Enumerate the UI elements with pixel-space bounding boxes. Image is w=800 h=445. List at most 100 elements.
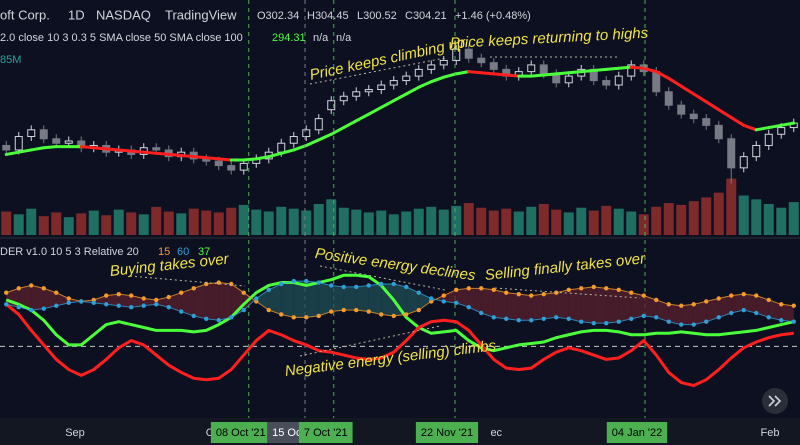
candle-body [377,84,386,91]
volume-bar [76,213,87,235]
ohlc: L300.52 [357,10,397,22]
dot [504,316,509,321]
marker-box [415,422,479,443]
band-fill [306,281,319,318]
ma-segment [292,143,308,152]
candle-body [352,91,361,97]
candle-body [527,64,536,73]
candle-body [714,124,723,140]
dot [391,313,396,319]
candle-body [652,71,661,93]
band-fill [693,301,707,325]
dotted-line [6,280,794,326]
dot [654,297,659,303]
volume-bar [188,208,199,235]
dot [354,307,359,313]
scroll-icon[interactable] [768,395,782,407]
dot [41,286,46,291]
candle-body [152,147,161,151]
band-fill [393,284,407,316]
candle-body [402,75,411,82]
ma-segment [742,123,758,132]
dot [341,307,346,313]
volume-bar [651,206,662,235]
interval: 1D [68,7,85,22]
dot [341,284,346,290]
band-fill [293,281,307,318]
volume-bar [313,203,324,235]
dot [229,315,234,320]
scroll-button[interactable] [762,388,788,414]
dot [216,318,221,323]
candle-body [364,89,373,93]
dot [229,281,234,287]
x-tick-label: O [206,427,215,439]
dot [479,310,484,316]
ma-segment [529,73,546,78]
candle-body [289,136,298,144]
volume-bar [251,209,262,235]
marker-text: 7 Oct '21 [304,427,348,439]
annotation-pointer [299,325,441,357]
dot [729,310,734,316]
candle-body [489,62,498,70]
candle-body [339,95,348,102]
volume-bar [426,206,437,235]
dot [279,281,284,287]
ma-segment [717,108,733,119]
band-fill [568,288,582,322]
dot [704,319,709,324]
x-tick-label: Feb [761,427,780,439]
candle-body [477,57,486,64]
volume-bar [63,217,74,235]
study-na: n/a [313,32,329,44]
dot [129,305,134,310]
ma-segment [279,148,296,155]
band-fill [131,295,144,308]
volume-label: 85M [0,54,21,66]
dot [4,290,9,295]
change: +1.46 (+0.48%) [455,10,531,22]
dot [529,293,534,298]
dot [704,299,709,304]
ma-segment [442,72,458,79]
ma-segment [629,65,646,70]
volume-bar [163,211,174,235]
band-fill [493,289,507,319]
band-fill [706,298,719,322]
volume-bar [238,204,249,235]
band-fill [768,299,782,321]
ma-segment [129,149,146,154]
dot [254,296,259,301]
volume-bar [26,208,37,235]
volume-bar [626,211,637,235]
band-fill [381,284,394,316]
ma-segment [604,66,621,71]
dot [491,315,496,320]
dot [454,287,459,292]
volume-bar [401,211,412,235]
dot [291,315,296,320]
ma-segment [29,146,46,152]
indicator-param: 15 [158,246,170,258]
volume-bar [538,203,549,235]
ma-segment [254,155,271,161]
source: TradingView [165,7,237,22]
dot [466,286,471,291]
ma-segment [379,99,396,109]
dot [691,302,696,307]
candle-body [214,160,223,167]
dot [366,309,371,314]
dot [541,316,546,321]
band-fill [556,289,569,319]
dot [791,303,796,308]
marker-box [210,422,271,443]
dot [379,281,384,287]
dot [529,318,534,323]
band-fill [56,292,69,306]
dot [691,322,696,327]
volume-bar [488,210,499,235]
volume-bar [676,204,687,235]
ma-segment [342,119,358,130]
dot [266,307,271,313]
